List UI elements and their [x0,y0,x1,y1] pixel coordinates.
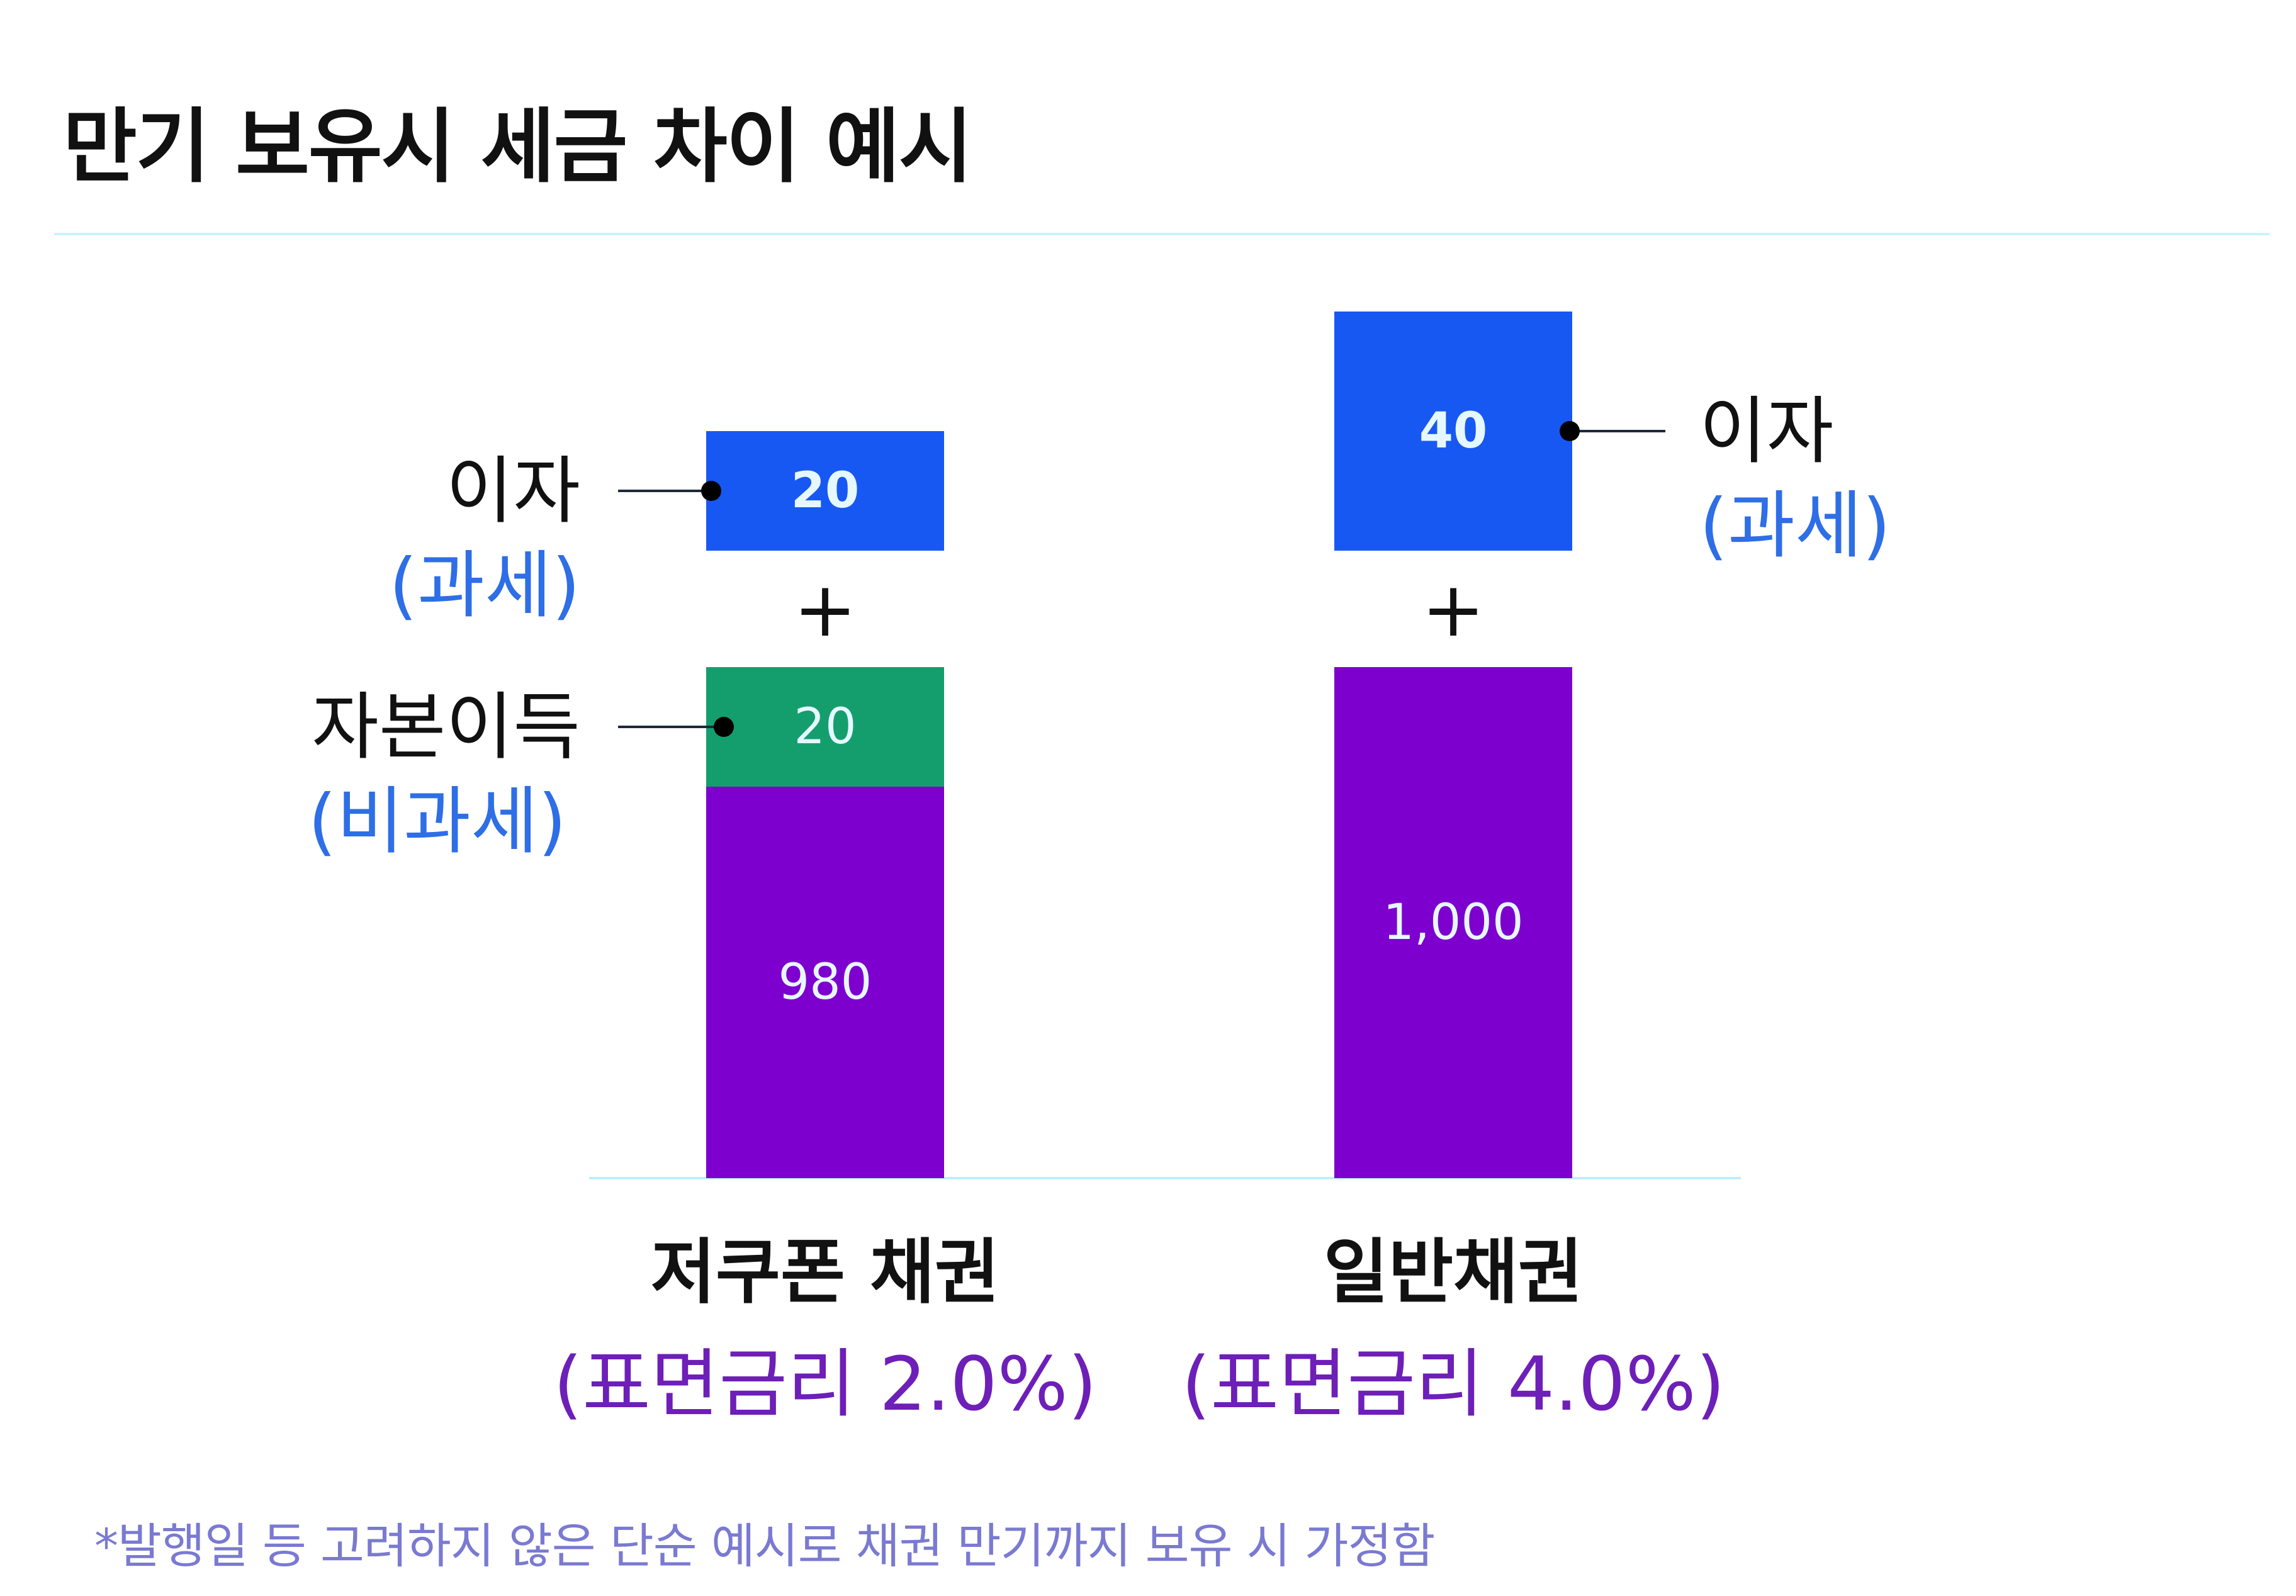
bar-capital-gain [706,667,944,787]
bar-label-capital-gain: 20 [794,699,856,755]
plus-sign: + [794,566,857,654]
annotation-capital-gain-sub: (비과세) [308,779,566,864]
annotation-interest-sub-right: (과세) [1699,483,1891,568]
bar-label-principal: 1,000 [1383,894,1523,951]
annotation-dot-interest [701,481,721,501]
annotation-dot-interest-right [1560,421,1580,441]
annotation-interest-label-right: 이자 [1699,389,1833,474]
title-divider [54,233,2270,235]
bar-interest [1334,312,1572,551]
annotation-capital-gain-label: 자본이득 [312,685,580,770]
chart-title: 만기 보유시 세금 차이 예시 [63,100,973,194]
bar-interest [706,431,944,551]
bar-principal [706,787,944,1178]
annotation-dot-capital-gain [714,717,734,737]
annotation-interest-sub: (과세) [389,543,580,628]
bar-label-principal: 980 [779,954,872,1011]
bar-label-interest: 40 [1419,403,1488,459]
bar-label-interest: 20 [791,463,860,519]
annotation-interest-label: 이자 [446,449,580,534]
bar-principal [1334,667,1572,1178]
category-label: 일반채권 [1324,1232,1583,1313]
category-label: 저쿠폰 채권 [651,1232,999,1313]
footnote: *발행일 등 고려하지 않은 단순 예시로 채권 만기까지 보유 시 가정함 [94,1518,1435,1574]
category-sublabel: (표면금리 2.0%) [553,1340,1097,1427]
plus-sign: + [1422,566,1485,654]
category-sublabel: (표면금리 4.0%) [1181,1340,1725,1427]
